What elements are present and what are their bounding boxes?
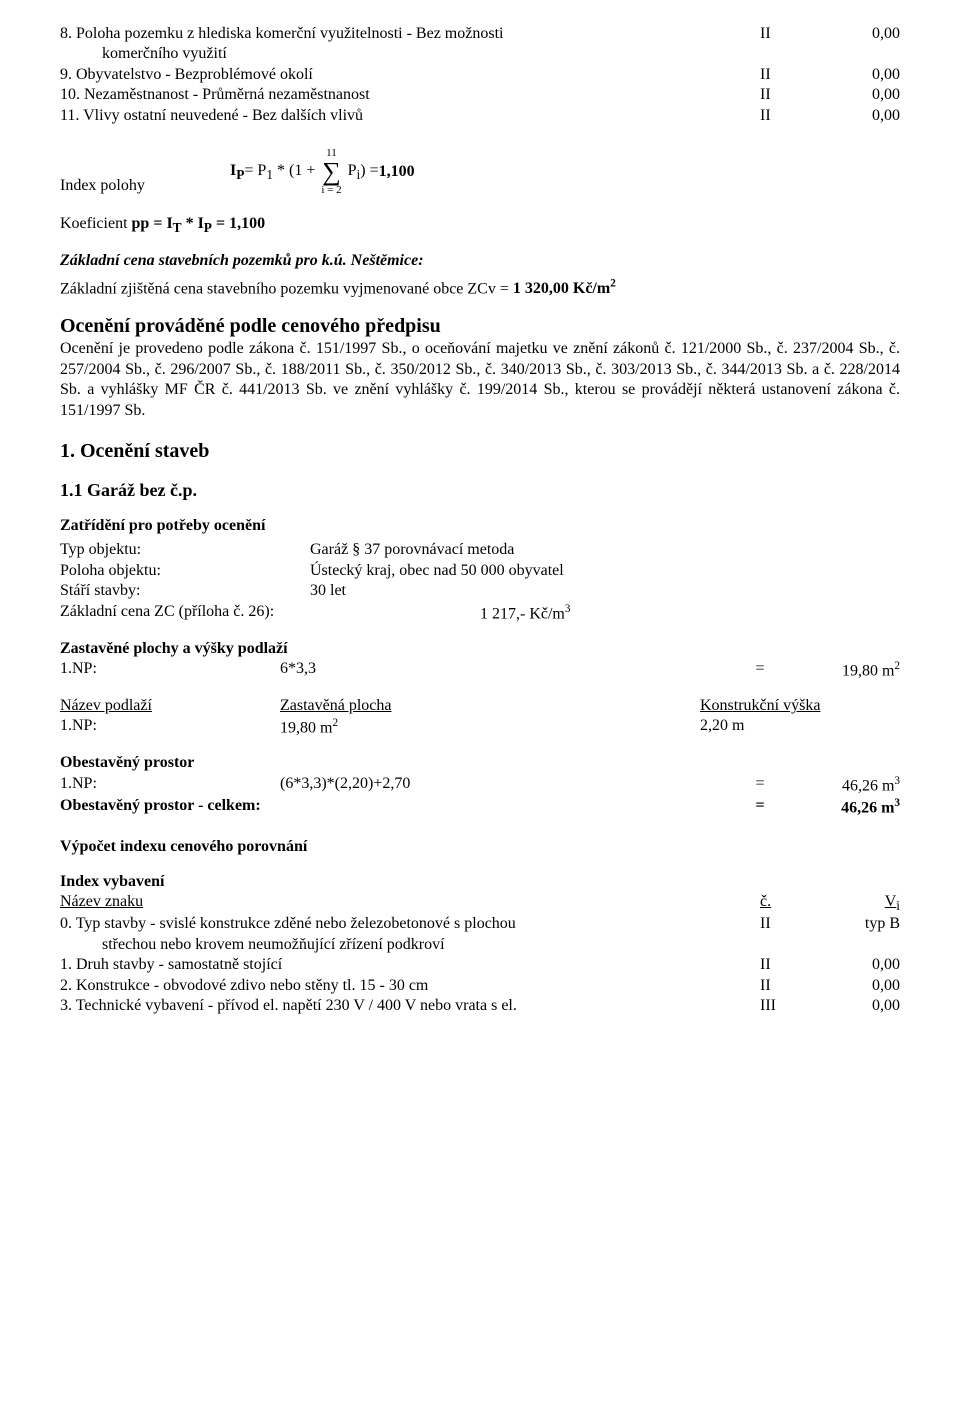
index-row: 3. Technické vybavení - přívod el. napět… — [60, 996, 900, 1016]
pair-key: Typ objektu: — [60, 540, 310, 560]
pair-value: Garáž § 37 porovnávací metoda — [310, 540, 900, 560]
pair-row: Poloha objektu:Ústecký kraj, obec nad 50… — [60, 561, 900, 581]
obest-eq: = — [740, 796, 780, 819]
criteria-label: 9. Obyvatelstvo - Bezproblémové okolí — [60, 65, 752, 85]
index-mark: II — [752, 914, 820, 934]
formula-body: IP = P1 * (1 + 11 ∑ i = 2 Pi) = 1,100 — [230, 148, 415, 196]
index-row: 2. Konstrukce - obvodové zdivo nebo stěn… — [60, 976, 900, 996]
criteria-label-cont: komerčního využití — [60, 44, 900, 64]
index-label: 1. Druh stavby - samostatně stojící — [60, 955, 752, 975]
section-oceneni-para: Ocenění je provedeno podle zákona č. 151… — [60, 339, 900, 421]
criteria-list: 8. Poloha pozemku z hlediska komerční vy… — [60, 24, 900, 126]
obest-row: 1.NP:(6*3,3)*(2,20)+2,70=46,26 m3 — [60, 774, 900, 797]
section-oceneni-staveb: 1. Ocenění staveb — [60, 439, 900, 465]
index-mark: III — [752, 996, 820, 1016]
index-label-cont: střechou nebo krovem neumožňující zřízen… — [60, 935, 900, 955]
index-header: Název znaku č. Vi — [60, 892, 900, 914]
criteria-value: 0,00 — [820, 106, 900, 126]
zastavene-row: 1.NP: 6*3,3 = 19,80 m2 — [60, 659, 900, 682]
page: 8. Poloha pozemku z hlediska komerční vy… — [0, 0, 960, 1057]
obest-eq: = — [740, 774, 780, 797]
pair-key: Poloha objektu: — [60, 561, 310, 581]
index-polohy-formula: Index polohy IP = P1 * (1 + 11 ∑ i = 2 P… — [60, 148, 900, 196]
index-label: 0. Typ stavby - svislé konstrukce zděné … — [60, 914, 752, 934]
index-label: 2. Konstrukce - obvodové zdivo nebo stěn… — [60, 976, 752, 996]
formula-pre: IP — [230, 161, 244, 183]
criteria-label: 11. Vlivy ostatní neuvedené - Bez dalšíc… — [60, 106, 752, 126]
criteria-row: 10. Nezaměstnanost - Průměrná nezaměstna… — [60, 85, 900, 105]
index-value: 0,00 — [820, 996, 900, 1016]
criteria-mark: II — [752, 106, 820, 126]
zatrideni-title: Zatřídění pro potřeby ocenění — [60, 516, 900, 536]
table-row: 1.NP: 19,80 m2 2,20 m — [60, 716, 900, 739]
zc-title: Základní cena stavebních pozemků pro k.ú… — [60, 251, 900, 271]
index-row: 0. Typ stavby - svislé konstrukce zděné … — [60, 914, 900, 934]
coefficient-line: Koeficient pp = IT * IP = 1,100 — [60, 214, 900, 236]
pair-value: 30 let — [310, 581, 900, 601]
formula-label: Index polohy — [60, 176, 230, 196]
zc-row: Základní cena ZC (příloha č. 26): 1 217,… — [60, 602, 900, 625]
pair-key: Stáří stavby: — [60, 581, 310, 601]
index-value: 0,00 — [820, 955, 900, 975]
formula-eq1: = P1 * (1 + — [244, 161, 315, 183]
index-vybaveni-title: Index vybavení — [60, 872, 900, 892]
criteria-label: 10. Nezaměstnanost - Průměrná nezaměstna… — [60, 85, 752, 105]
pair-value: Ústecký kraj, obec nad 50 000 obyvatel — [310, 561, 900, 581]
index-mark: II — [752, 976, 820, 996]
index-value: typ B — [820, 914, 900, 934]
section-oceneni-title: Ocenění prováděné podle cenového předpis… — [60, 314, 900, 340]
criteria-value: 0,00 — [820, 24, 900, 44]
obest-rows: 1.NP:(6*3,3)*(2,20)+2,70=46,26 m3Obestav… — [60, 774, 900, 820]
section-garaz: 1.1 Garáž bez č.p. — [60, 479, 900, 502]
vypocet-title: Výpočet indexu cenového porovnání — [60, 837, 900, 857]
index-mark: II — [752, 955, 820, 975]
formula-post: Pi) = — [348, 161, 379, 183]
index-rows: 0. Typ stavby - svislé konstrukce zděné … — [60, 914, 900, 1016]
criteria-mark: II — [752, 65, 820, 85]
criteria-mark: II — [752, 24, 820, 44]
index-row: 1. Druh stavby - samostatně stojícíII0,0… — [60, 955, 900, 975]
obest-expr — [280, 796, 740, 819]
table-header: Název podlaží Zastavěná plocha Konstrukč… — [60, 696, 900, 716]
sigma-icon: 11 ∑ i = 2 — [321, 148, 341, 196]
zc-text: Základní zjištěná cena stavebního pozemk… — [60, 277, 900, 300]
index-label: 3. Technické vybavení - přívod el. napět… — [60, 996, 752, 1016]
criteria-row: 11. Vlivy ostatní neuvedené - Bez dalšíc… — [60, 106, 900, 126]
obestaveny-title: Obestavěný prostor — [60, 753, 900, 773]
obest-label: Obestavěný prostor - celkem: — [60, 796, 280, 819]
pairs-block: Typ objektu:Garáž § 37 porovnávací metod… — [60, 540, 900, 601]
obest-value: 46,26 m3 — [780, 774, 900, 797]
criteria-mark: II — [752, 85, 820, 105]
criteria-row: 9. Obyvatelstvo - Bezproblémové okolíII0… — [60, 65, 900, 85]
obest-label: 1.NP: — [60, 774, 280, 797]
formula-result: 1,100 — [379, 162, 415, 182]
pair-row: Typ objektu:Garáž § 37 porovnávací metod… — [60, 540, 900, 560]
pair-row: Stáří stavby:30 let — [60, 581, 900, 601]
criteria-value: 0,00 — [820, 65, 900, 85]
obest-value: 46,26 m3 — [780, 796, 900, 819]
criteria-value: 0,00 — [820, 85, 900, 105]
obest-row: Obestavěný prostor - celkem: =46,26 m3 — [60, 796, 900, 819]
index-value: 0,00 — [820, 976, 900, 996]
criteria-row: 8. Poloha pozemku z hlediska komerční vy… — [60, 24, 900, 44]
obest-expr: (6*3,3)*(2,20)+2,70 — [280, 774, 740, 797]
zastavene-title: Zastavěné plochy a výšky podlaží — [60, 639, 900, 659]
criteria-label: 8. Poloha pozemku z hlediska komerční vy… — [60, 24, 752, 44]
